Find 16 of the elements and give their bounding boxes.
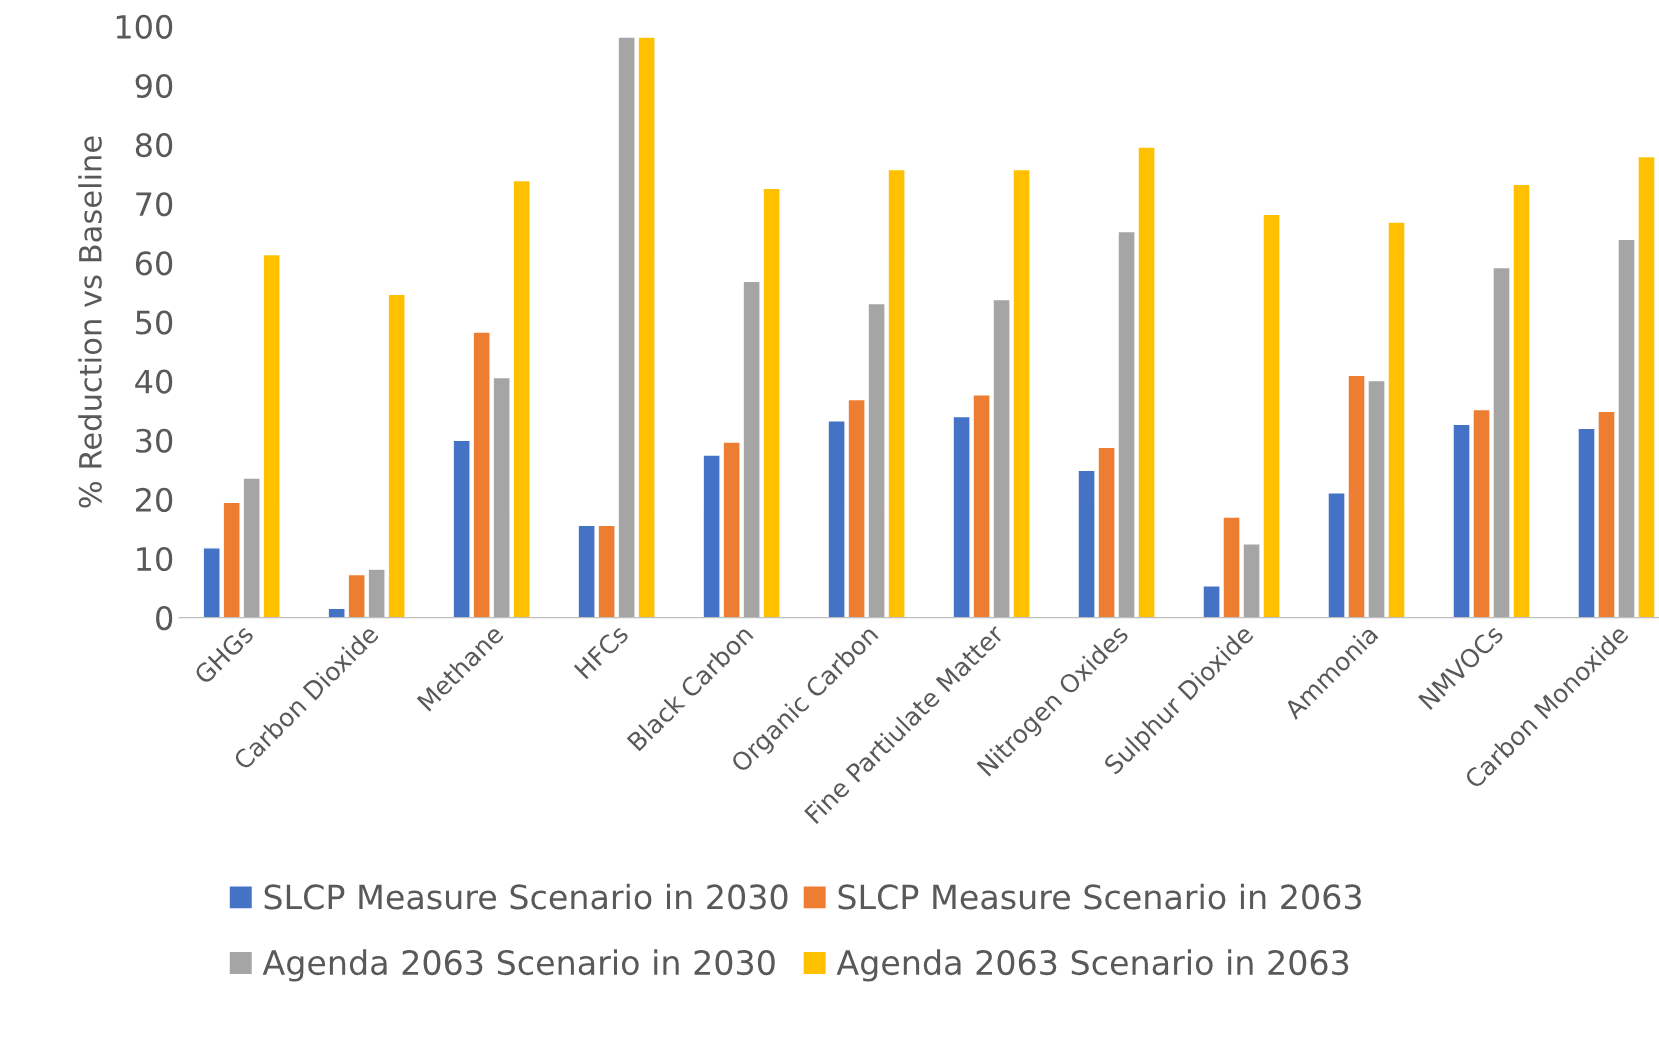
y-tick-label: 60 (135, 251, 173, 276)
y-tick-label: 0 (156, 606, 173, 631)
y-tick-label: 20 (136, 487, 173, 512)
legend-label: Agenda 2063 Scenario in 2063 (836, 949, 1349, 982)
y-tick-label: 30 (136, 428, 173, 453)
y-tick-label: 100 (116, 14, 173, 39)
y-tick-label: 70 (136, 192, 173, 217)
y-tick-label: 40 (135, 369, 173, 394)
y-tick-label: 80 (135, 133, 173, 158)
legend-label: SLCP Measure Scenario in 2063 (838, 883, 1361, 910)
y-tick-label: 10 (137, 546, 173, 572)
y-tick-label: 90 (135, 73, 173, 99)
y-tick-label: 50 (136, 310, 173, 335)
legend-label: SLCP Measure Scenario in 2030 (264, 883, 788, 910)
y-axis-title: % Reduction vs Baseline (78, 136, 102, 508)
legend-label: Agenda 2063 Scenario in 2030 (262, 949, 775, 982)
